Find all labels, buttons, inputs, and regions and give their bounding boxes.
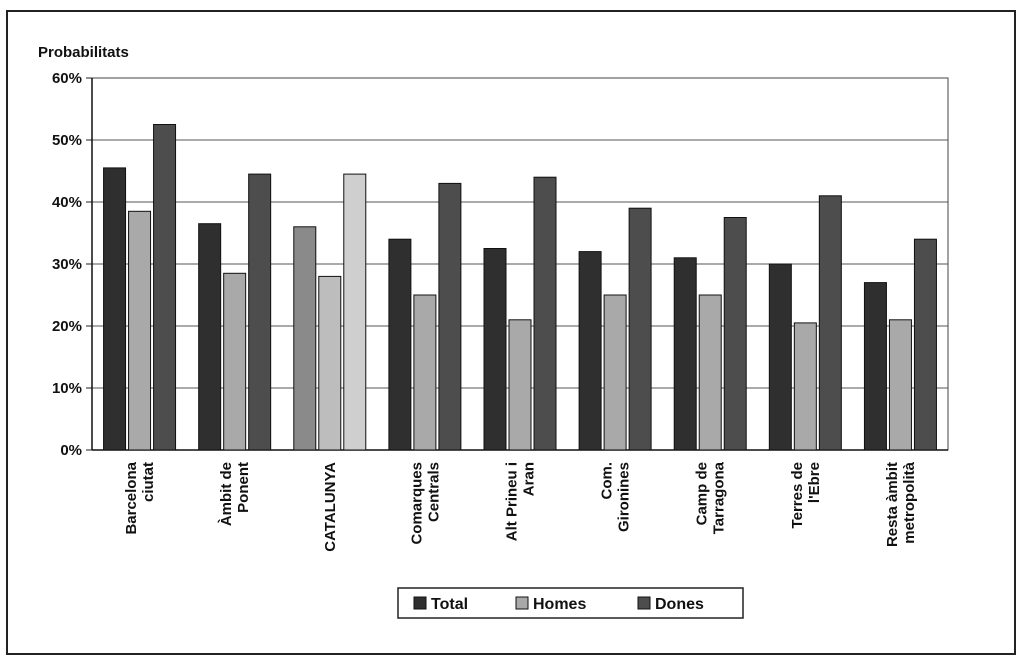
bar-homes	[413, 294, 437, 451]
x-tick-label-line: Terres de	[789, 462, 806, 528]
x-tick-label: CATALUNYA	[322, 462, 339, 552]
bar-dones	[248, 173, 272, 451]
bar-homes	[698, 294, 722, 451]
x-tick-label-line: Centrals	[425, 462, 442, 522]
bar-total	[293, 226, 317, 451]
x-tick-label: Terres de l'Ebre	[789, 462, 823, 528]
legend-swatch-homes	[515, 596, 529, 610]
x-tick-label: Camp de Tarragona	[694, 461, 728, 534]
x-tick-label-line: ciutat	[140, 462, 157, 502]
y-tick-label: 60%	[52, 70, 82, 87]
bar-total	[578, 251, 602, 451]
legend-label-dones: Dones	[655, 596, 704, 613]
x-tick-label-line: Barcelona	[123, 461, 140, 534]
bar-dones	[723, 217, 747, 451]
bar-total	[483, 248, 507, 451]
y-tick-label: 50%	[52, 132, 82, 149]
x-tick-label-line: Resta àmbit	[884, 462, 901, 547]
x-tick-label: Com. Gironines	[599, 462, 633, 532]
x-tick-label-line: Aran	[521, 462, 538, 496]
bar-homes	[128, 210, 152, 451]
x-tick-label-line: metropolità	[901, 461, 918, 543]
legend-label-total: Total	[431, 596, 468, 613]
x-tick-label-line: Camp de	[694, 462, 711, 525]
x-tick-label: Àmbit de Ponent	[218, 462, 252, 526]
bar-homes	[793, 322, 817, 451]
bar-homes	[603, 294, 627, 451]
bar-dones	[153, 124, 177, 451]
x-tick-label-line: Ponent	[235, 462, 252, 513]
bar-total	[198, 223, 222, 451]
bar-total	[863, 282, 887, 451]
bar-homes	[508, 319, 532, 451]
x-tick-label-line: Com.	[599, 462, 616, 500]
bar-dones	[628, 207, 652, 451]
x-tick-label: Barcelona ciutat	[123, 461, 157, 534]
x-tick-label-line: l'Ebre	[806, 462, 823, 503]
bar-total	[768, 263, 792, 451]
legend-label-homes: Homes	[533, 596, 586, 613]
legend	[397, 587, 744, 619]
bar-total	[103, 167, 127, 451]
x-tick-label-line: Comarques	[408, 462, 425, 545]
x-tick-label: Comarques Centrals	[408, 462, 442, 545]
bar-dones	[533, 176, 557, 451]
legend-swatch-dones	[637, 596, 651, 610]
bar-dones	[438, 182, 462, 451]
bar-dones	[343, 173, 367, 451]
bar-homes	[888, 319, 912, 451]
x-tick-label: Alt Prineu i Aran	[504, 462, 538, 541]
bar-homes	[223, 272, 247, 451]
bar-dones	[818, 195, 842, 451]
bar-dones	[913, 238, 937, 451]
y-tick-label: 40%	[52, 194, 82, 211]
bar-total	[388, 238, 412, 451]
x-tick-label-line: CATALUNYA	[322, 462, 339, 552]
y-tick-label: 30%	[52, 256, 82, 273]
legend-swatch-total	[413, 596, 427, 610]
y-tick-label: 10%	[52, 380, 82, 397]
x-tick-label: Resta àmbit metropolità	[884, 461, 918, 547]
x-tick-label-line: Alt Prineu i	[504, 462, 521, 541]
x-tick-label-line: Tarragona	[711, 461, 728, 534]
bar-total	[673, 257, 697, 451]
y-axis-title: Probabilitats	[38, 44, 129, 61]
y-tick-label: 20%	[52, 318, 82, 335]
x-tick-label-line: Àmbit de	[218, 462, 235, 526]
x-tick-label-line: Gironines	[616, 462, 633, 532]
bar-homes	[318, 275, 342, 451]
y-tick-label: 0%	[60, 442, 82, 459]
